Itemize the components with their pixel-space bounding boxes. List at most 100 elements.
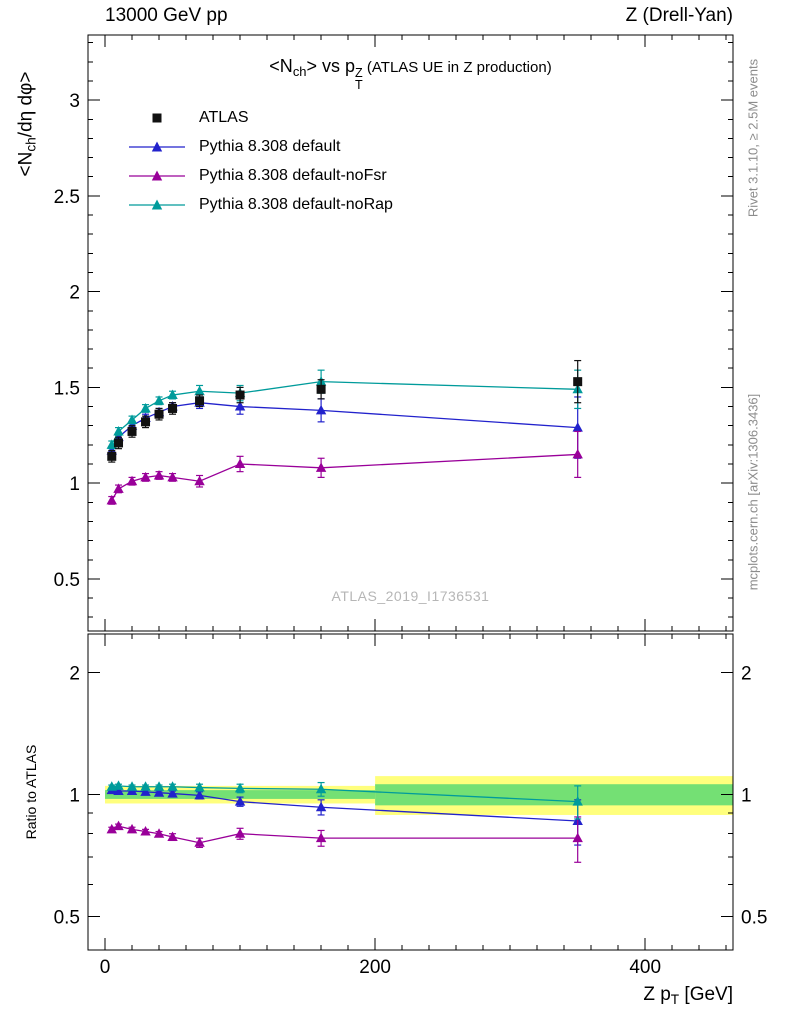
ratio-y-tick-label-left: 0.5 (54, 907, 80, 928)
series-ratio-pythia-8-308-default-norap (106, 780, 583, 820)
triangle-marker (140, 786, 151, 796)
main-y-tick-label: 2.5 (54, 187, 80, 208)
square-marker (127, 426, 137, 436)
legend-label: Pythia 8.308 default-noFsr (199, 166, 387, 184)
main-y-tick-label: 3 (69, 91, 80, 112)
triangle-marker (194, 837, 205, 847)
triangle-marker (113, 483, 124, 493)
ratio-y-tick-label-right: 1 (741, 785, 752, 806)
triangle-marker (167, 781, 178, 791)
main-y-axis-title: <Nch/dη dφ> (15, 71, 39, 177)
legend-entry: Pythia 8.308 default (128, 132, 393, 161)
triangle-marker (315, 783, 327, 794)
square-marker (168, 403, 178, 413)
main-y-tick-label: 1.5 (54, 378, 80, 399)
triangle-marker (315, 462, 327, 472)
band-green (105, 790, 376, 799)
main-panel-frame (87, 34, 734, 632)
triangle-marker (106, 823, 117, 834)
mc-line-marker-icon (129, 170, 185, 180)
legend-label: Pythia 8.308 default (199, 137, 341, 155)
triangle-marker (113, 820, 124, 831)
triangle-marker (315, 404, 327, 415)
x-axis-title: Z pT [GeV] (643, 984, 733, 1008)
process-label: Z (Drell-Yan) (625, 5, 733, 26)
triangle-marker (234, 458, 246, 468)
triangle-marker (153, 395, 165, 405)
square-marker (114, 438, 124, 448)
x-tick-label: 200 (359, 957, 391, 978)
ratio-y-tick-label-right: 2 (741, 664, 752, 685)
series-main-atlas (107, 359, 583, 463)
main-y-tick-label: 1 (69, 474, 80, 495)
square-marker (141, 417, 151, 427)
triangle-marker (126, 414, 138, 424)
triangle-marker (572, 832, 583, 843)
triangle-marker (113, 785, 124, 795)
triangle-marker (153, 828, 165, 838)
triangle-marker (140, 402, 151, 413)
x-tick-label: 0 (100, 957, 111, 978)
series-ratio-pythia-8-308-default-nofsr (106, 816, 583, 863)
legend-label: ATLAS (199, 108, 249, 126)
triangle-marker (113, 425, 124, 436)
triangle-marker (167, 788, 178, 798)
triangle-marker (153, 787, 165, 797)
square-marker (107, 451, 117, 461)
triangle-marker (194, 385, 205, 396)
square-marker (573, 377, 583, 387)
legend-entry: Pythia 8.308 default-noFsr (128, 161, 393, 190)
series-line (111, 380, 578, 446)
series-main-pythia-8-308-default-norap (106, 369, 583, 450)
square-marker (235, 390, 245, 400)
series-main-pythia-8-308-default-nofsr (106, 430, 583, 505)
square-marker (195, 396, 205, 406)
legend-entry: ATLAS (128, 103, 393, 132)
triangle-marker (194, 475, 205, 486)
series-line (111, 825, 578, 844)
triangle-marker (234, 401, 246, 411)
triangle-marker (315, 801, 327, 812)
triangle-marker (167, 389, 178, 400)
triangle-marker (572, 422, 583, 432)
triangle-marker (315, 832, 327, 843)
series-line (111, 453, 578, 501)
triangle-marker (234, 782, 246, 793)
mc-line-marker-icon (129, 141, 185, 151)
beam-energy-label: 13000 GeV pp (105, 5, 228, 26)
ratio-y-tick-label-left: 2 (69, 664, 80, 685)
triangle-marker (113, 780, 124, 790)
ratio-y-tick-label-left: 1 (69, 785, 80, 806)
triangle-marker (572, 448, 583, 459)
ratio-uncertainty-band (105, 776, 733, 815)
triangle-marker (234, 828, 246, 838)
legend-entry: Pythia 8.308 default-noRap (128, 190, 393, 219)
series-line (111, 785, 578, 803)
triangle-marker (140, 781, 151, 791)
series-main-pythia-8-308-default (106, 396, 583, 459)
mc-line-marker-icon (129, 199, 185, 209)
triangle-marker (140, 826, 151, 836)
analysis-id-watermark: ATLAS_2019_I1736531 (331, 588, 490, 604)
triangle-marker (167, 831, 178, 842)
legend: ATLAS Pythia 8.308 default Pythia 8.308 de… (128, 103, 393, 219)
triangle-marker (572, 796, 583, 806)
triangle-marker (126, 475, 138, 486)
tick-labels: 0 200 400 0.5 1 1.5 2 2.5 3 0.5 0.5 1 1 2 2 (54, 91, 768, 978)
series-line (111, 402, 578, 451)
square-marker (316, 384, 326, 394)
triangle-marker (153, 469, 165, 480)
panel-frames (87, 34, 734, 951)
mcplots-reference-note: mcplots.cern.ch [arXiv:1306.3436] (745, 393, 761, 591)
triangle-marker (126, 781, 138, 791)
ratio-y-tick-label-right: 0.5 (741, 907, 767, 928)
band-green (375, 784, 733, 806)
triangle-marker (167, 471, 178, 482)
ratio-y-axis-title: Ratio to ATLAS (23, 744, 39, 840)
x-tick-label: 400 (629, 957, 661, 978)
triangle-marker (194, 789, 205, 800)
ratio-panel-frame (87, 633, 734, 951)
